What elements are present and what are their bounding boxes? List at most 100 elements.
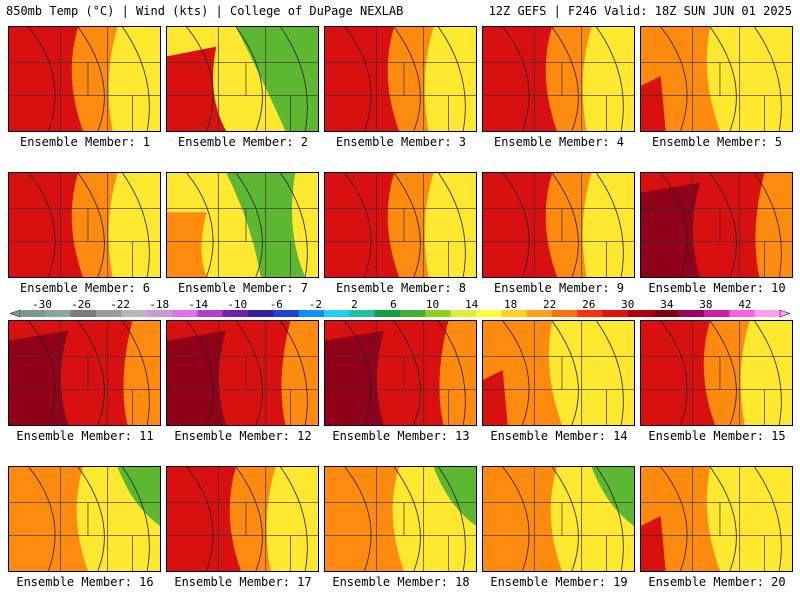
ensemble-map-panel [324, 466, 477, 572]
colorbar-tick-label: 30 [621, 300, 634, 311]
ensemble-member-label: Ensemble Member: 9 [493, 281, 625, 295]
ensemble-member-label: Ensemble Member: 8 [335, 281, 467, 295]
colorbar-segment [222, 310, 249, 317]
temperature-map [641, 173, 792, 277]
colorbar-arrow-right [779, 309, 791, 318]
temperature-map [167, 321, 318, 425]
ensemble-member-label: Ensemble Member: 12 [174, 429, 312, 443]
ensemble-member-label: Ensemble Member: 2 [177, 135, 309, 149]
temperature-colorbar: -30 -26 -22 -18 -14 -10 -6 -2 2 6 10 14 18 22 26 30 34 38… [9, 300, 791, 318]
colorbar-arrow-left [9, 309, 21, 318]
ensemble-map-panel [640, 320, 793, 426]
temperature-map [483, 173, 634, 277]
colorbar-segment [121, 310, 148, 317]
colorbar-tick-label: 34 [660, 300, 674, 311]
temperature-map [641, 467, 792, 571]
ensemble-map-panel [640, 26, 793, 132]
temperature-map [483, 467, 634, 571]
colorbar-segment [197, 310, 224, 317]
colorbar-segment [20, 310, 46, 317]
colorbar-segment [324, 310, 350, 317]
colorbar-segment [476, 310, 502, 317]
ensemble-member-label: Ensemble Member: 3 [335, 135, 467, 149]
ensemble-map-panel [324, 320, 477, 426]
map-title: 850mb Temp (°C) | Wind (kts) | College o… [6, 4, 404, 18]
colorbar-tick-label: -26 [71, 300, 91, 311]
colorbar-segment [374, 310, 401, 317]
colorbar-segment [349, 310, 376, 317]
colorbar-segment [577, 310, 604, 317]
colorbar-tick-label: -18 [149, 300, 169, 311]
colorbar-tick-label: 22 [543, 300, 556, 311]
temperature-map [9, 173, 160, 277]
colorbar-tick-label: -6 [270, 300, 283, 311]
colorbar-segment [70, 310, 97, 317]
ensemble-map-panel [166, 466, 319, 572]
ensemble-member-label: Ensemble Member: 15 [648, 429, 786, 443]
colorbar-segment [501, 310, 528, 317]
temperature-map [167, 467, 318, 571]
colorbar-tick-label: 14 [465, 300, 479, 311]
ensemble-member-label: Ensemble Member: 17 [174, 575, 312, 589]
ensemble-member-label: Ensemble Member: 6 [19, 281, 151, 295]
temperature-map [9, 27, 160, 131]
colorbar-tick-label: -10 [227, 300, 247, 311]
colorbar-segment [653, 310, 680, 317]
temperature-map [483, 27, 634, 131]
ensemble-map-panel [640, 172, 793, 278]
temperature-map [167, 27, 318, 131]
ensemble-map-panel [482, 466, 635, 572]
ensemble-member-label: Ensemble Member: 11 [16, 429, 154, 443]
ensemble-member-label: Ensemble Member: 13 [332, 429, 470, 443]
temperature-map [325, 27, 476, 131]
colorbar-tick-label: -14 [188, 300, 208, 311]
colorbar-segment [248, 310, 274, 317]
model-run-info: 12Z GEFS | F246 Valid: 18Z SUN JUN 01 20… [488, 4, 792, 18]
ensemble-map-panel [482, 172, 635, 278]
colorbar-segment [450, 310, 477, 317]
colorbar-segment [729, 310, 756, 317]
ensemble-member-label: Ensemble Member: 14 [490, 429, 628, 443]
ensemble-map-panel [8, 26, 161, 132]
ensemble-map-panel [324, 172, 477, 278]
ensemble-member-label: Ensemble Member: 19 [490, 575, 628, 589]
ensemble-map-panel [166, 320, 319, 426]
ensemble-member-label: Ensemble Member: 1 [19, 135, 151, 149]
colorbar-segment [400, 310, 426, 317]
colorbar-tick-label: 18 [504, 300, 517, 311]
temperature-map [325, 467, 476, 571]
colorbar-segment [526, 310, 553, 317]
colorbar-segment [146, 310, 173, 317]
colorbar-segment [704, 310, 730, 317]
colorbar-segment [96, 310, 122, 317]
colorbar-segment [273, 310, 300, 317]
colorbar-segment [172, 310, 198, 317]
temperature-map [325, 173, 476, 277]
temperature-map [483, 321, 634, 425]
ensemble-map-panel [324, 26, 477, 132]
colorbar-tick-label: 26 [582, 300, 595, 311]
ensemble-member-label: Ensemble Member: 7 [177, 281, 309, 295]
ensemble-map-panel [482, 320, 635, 426]
colorbar-tick-label: -2 [309, 300, 322, 311]
colorbar-tick-label: -30 [32, 300, 52, 311]
colorbar-segment [552, 310, 578, 317]
ensemble-map-panel [8, 320, 161, 426]
colorbar-tick-label: 42 [738, 300, 751, 311]
ensemble-map-panel [8, 466, 161, 572]
colorbar-segment [45, 310, 72, 317]
colorbar-tick-label: 2 [351, 300, 358, 311]
colorbar-tick-label: 38 [699, 300, 712, 311]
temperature-map [325, 321, 476, 425]
colorbar-segment [602, 310, 629, 317]
colorbar-segment [298, 310, 325, 317]
ensemble-map-panel [482, 26, 635, 132]
ensemble-member-label: Ensemble Member: 20 [648, 575, 786, 589]
ensemble-map-panel [166, 26, 319, 132]
ensemble-member-label: Ensemble Member: 10 [648, 281, 786, 295]
colorbar-segment [628, 310, 654, 317]
ensemble-map-panel [166, 172, 319, 278]
ensemble-member-label: Ensemble Member: 16 [16, 575, 154, 589]
temperature-map [9, 321, 160, 425]
